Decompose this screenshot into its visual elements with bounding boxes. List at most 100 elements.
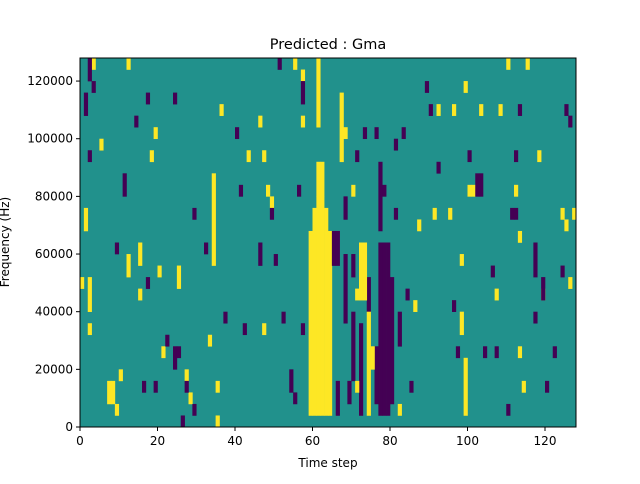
heatmap-cell [506,403,511,416]
heatmap-cell [165,334,170,347]
heatmap-cell [568,277,573,289]
heatmap-cell [390,277,395,405]
heatmap-cell [207,334,213,347]
heatmap-cell [397,403,402,416]
heatmap-cell [405,288,410,301]
heatmap-cell [417,219,422,232]
heatmap-cell [514,150,519,163]
heatmap-cell [138,288,143,301]
heatmap-cell [359,323,364,416]
heatmap-cell [362,127,368,140]
heatmap-cell [378,161,383,232]
heatmap-cell [374,346,379,405]
heatmap-cell [87,277,92,312]
heatmap-cell [111,380,116,405]
heatmap-cell [572,207,577,220]
heatmap-cell [386,242,391,416]
heatmap-cell [176,346,182,359]
heatmap-cell [359,242,364,301]
x-tick-label: 20 [150,434,165,448]
heatmap-cell [273,254,278,266]
heatmap-cell [320,196,325,416]
heatmap-cell [87,58,92,82]
heatmap-cell [277,58,282,70]
heatmap-cell [289,369,294,393]
heatmap-cell [459,311,464,336]
heatmap-cell [351,311,356,382]
heatmap-cell [494,288,499,301]
heatmap-cell [343,127,348,140]
heatmap-cell [382,242,387,416]
heatmap-cell [99,138,104,151]
heatmap-cell [126,254,131,278]
x-tick-label: 60 [305,434,320,448]
x-tick-label: 40 [227,434,242,448]
heatmap-cell [91,58,96,70]
heatmap-cell [335,230,340,266]
heatmap-cell [122,173,127,197]
heatmap-cell [215,415,220,428]
heatmap-cell [351,184,356,197]
heatmap-cell [355,150,360,163]
heatmap-cell [173,346,178,370]
heatmap-cell [107,380,112,405]
heatmap-cell [246,150,251,163]
heatmap-cell [300,69,306,82]
heatmap-cell [316,58,321,128]
heatmap-cell [564,219,569,232]
heatmap-cell [145,277,151,289]
heatmap-cell [293,392,298,405]
heatmap-cell [545,380,550,393]
heatmap-cell [153,380,158,393]
heatmap-cell [238,184,244,197]
y-axis: 0 20000 40000 60000 80000 100000 120000 [27,74,80,434]
heatmap-cell [293,58,298,70]
heatmap-cell [455,346,461,359]
heatmap-cell [316,196,321,416]
heatmap-cell [525,58,530,70]
heatmap-cell [366,277,371,312]
y-tick-label: 0 [65,420,73,434]
heatmap-cell [339,92,344,163]
heatmap-cell [316,161,321,197]
heatmap-cell [459,254,464,266]
heatmap-cells [80,58,577,428]
heatmap-cell [517,346,523,359]
heatmap-cell [114,242,120,255]
heatmap-cell [324,230,329,416]
heatmap-cell [258,115,263,128]
heatmap-cell [300,323,306,336]
heatmap-cell [161,346,166,359]
heatmap-cell [490,265,495,278]
heatmap-cell [479,104,484,116]
plot-frame [79,57,577,428]
heatmap-cell [351,254,356,278]
heatmap-cell [80,277,85,289]
heatmap-cell [242,323,247,336]
heatmap-cell [494,346,499,359]
heatmap-cell [145,92,151,105]
heatmap-cell [382,184,387,197]
heatmap-cell [467,150,472,163]
heatmap-cell [157,265,162,278]
heatmap-cell [514,184,519,197]
heatmap-cell [475,173,480,197]
heatmap-cell [467,184,472,197]
heatmap-cell [510,207,515,220]
heatmap-cell [498,104,503,116]
y-tick-label: 20000 [35,362,73,376]
heatmap-cell [126,58,131,70]
heatmap-cell [204,242,209,255]
heatmap-cell [335,380,340,416]
heatmap-cell [297,184,302,197]
heatmap-cell [324,207,329,232]
heatmap-cell [91,81,96,93]
heatmap-cell [192,207,197,220]
heatmap-cell [281,311,286,324]
heatmap-cell [401,127,406,140]
heatmap-cell [533,311,538,324]
heatmap-cell [153,127,158,140]
x-axis-label: Time step [297,456,357,470]
y-tick-label: 40000 [35,305,73,319]
heatmap-cell [436,161,441,174]
